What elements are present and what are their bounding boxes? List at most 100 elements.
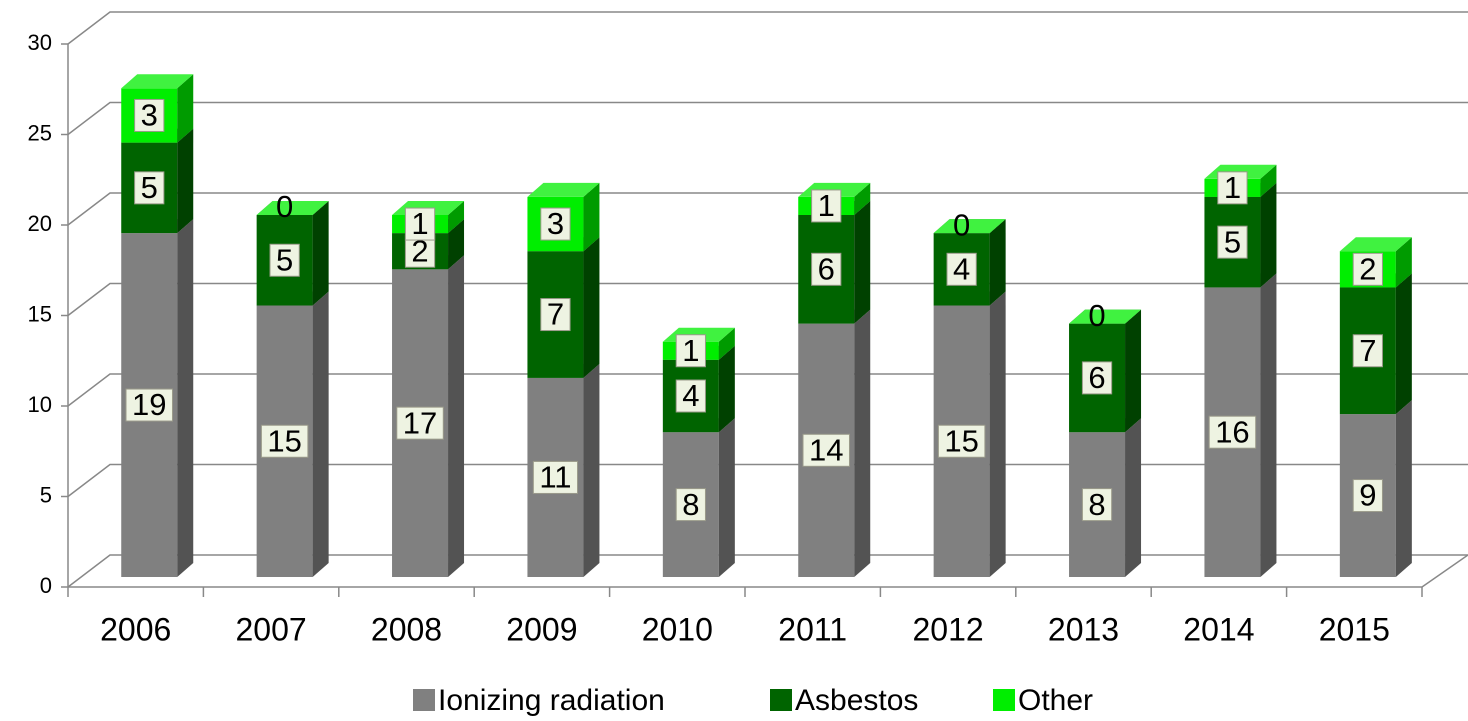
bar-side — [989, 291, 1006, 577]
bar-side — [1395, 237, 1412, 288]
grid-line — [67, 463, 1468, 498]
data-label: 7 — [547, 297, 564, 332]
data-label-box — [396, 406, 444, 440]
data-label: 1 — [818, 188, 835, 223]
data-label: 4 — [953, 251, 970, 286]
y-tick-label: 20 — [28, 211, 52, 236]
data-label-box — [404, 207, 436, 241]
data-label-box — [134, 171, 165, 205]
data-label: 11 — [539, 460, 571, 495]
data-label: 15 — [267, 423, 301, 458]
data-label: 6 — [818, 251, 835, 286]
bar-side — [718, 418, 735, 577]
bar-side — [448, 201, 465, 234]
bar-top — [1339, 237, 1412, 252]
legend-label: Ionizing radiation — [438, 684, 665, 717]
data-label-box — [134, 98, 165, 132]
data-label-box — [260, 424, 309, 458]
bar-side — [583, 182, 600, 252]
bar-side — [312, 291, 329, 577]
grid-line — [67, 554, 1468, 588]
bar-side — [583, 363, 600, 577]
legend-swatch — [770, 689, 792, 711]
data-label: 8 — [1088, 487, 1105, 522]
grid-line — [67, 282, 1468, 317]
data-label: 14 — [809, 432, 843, 467]
legend-swatch — [993, 689, 1015, 711]
data-label-box — [1352, 334, 1383, 368]
bar-side — [1395, 273, 1412, 415]
bar-segment — [1339, 400, 1412, 577]
bar-side — [1260, 182, 1277, 288]
bar-segment — [256, 201, 329, 215]
data-label: 2 — [1359, 251, 1376, 286]
grid-line — [67, 373, 1468, 407]
data-label-box — [675, 379, 706, 413]
data-label: 3 — [141, 98, 158, 133]
data-label-box — [1081, 488, 1113, 522]
x-tick-label: 2011 — [778, 611, 847, 647]
bar-side — [177, 219, 194, 577]
bar-side — [177, 128, 194, 234]
data-label-box — [675, 334, 706, 368]
data-label: 2 — [411, 233, 428, 268]
bar-side — [312, 201, 329, 306]
bar-side — [854, 309, 871, 577]
bar-side — [989, 219, 1006, 306]
data-label-box — [675, 488, 706, 522]
x-tick-label: 2015 — [1319, 611, 1390, 647]
data-label: 5 — [276, 242, 293, 277]
data-label-box — [540, 207, 571, 241]
x-tick-label: 2007 — [236, 611, 307, 647]
x-tick-label: 2009 — [506, 611, 577, 647]
x-tick-label: 2010 — [642, 611, 713, 647]
bar-top — [1069, 309, 1142, 324]
bar-side — [1125, 309, 1142, 433]
data-label: 19 — [132, 387, 166, 422]
grid-line — [67, 192, 1468, 226]
data-label: 15 — [944, 423, 978, 458]
y-tick-label: 5 — [40, 482, 52, 507]
data-label: 1 — [682, 333, 699, 368]
bar-side — [718, 345, 735, 433]
data-label-box — [125, 388, 173, 422]
data-label: 6 — [1088, 360, 1105, 395]
data-label: 4 — [682, 378, 699, 413]
y-tick-label: 30 — [28, 30, 52, 55]
data-label-box — [946, 252, 977, 286]
y-tick-label: 15 — [28, 301, 52, 326]
data-label: 1 — [411, 206, 428, 241]
bar-side — [177, 74, 194, 143]
grid-line — [67, 101, 1468, 136]
x-tick-label: 2008 — [371, 611, 442, 647]
bar-top — [933, 219, 1006, 234]
x-tick-label: 2014 — [1183, 611, 1254, 647]
bar-top — [527, 182, 600, 197]
data-label: 0 — [276, 189, 293, 224]
y-tick-label: 10 — [28, 392, 52, 417]
data-label: 8 — [682, 487, 699, 522]
bar-segment — [933, 219, 1006, 234]
bar-side — [583, 237, 600, 378]
data-label: 5 — [141, 170, 158, 205]
data-label-box — [532, 460, 579, 494]
legend-label: Other — [1018, 684, 1093, 717]
bar-side — [1395, 400, 1412, 577]
data-label: 0 — [1088, 298, 1105, 333]
bar-side — [1125, 418, 1142, 577]
data-label: 3 — [547, 206, 564, 241]
bar-side — [448, 255, 465, 578]
bar-side — [854, 201, 871, 324]
data-label: 7 — [1359, 333, 1376, 368]
bar-side — [854, 182, 871, 215]
data-label-box — [811, 252, 842, 286]
data-label-box — [1352, 479, 1383, 513]
data-label-box — [1352, 252, 1383, 286]
data-label-box — [1217, 171, 1248, 205]
x-tick-label: 2013 — [1048, 611, 1119, 647]
bar-segment — [1339, 237, 1412, 288]
bar-side — [1260, 273, 1277, 577]
data-label-box — [811, 189, 842, 223]
data-label-box — [1217, 225, 1248, 259]
data-label: 17 — [403, 405, 437, 440]
